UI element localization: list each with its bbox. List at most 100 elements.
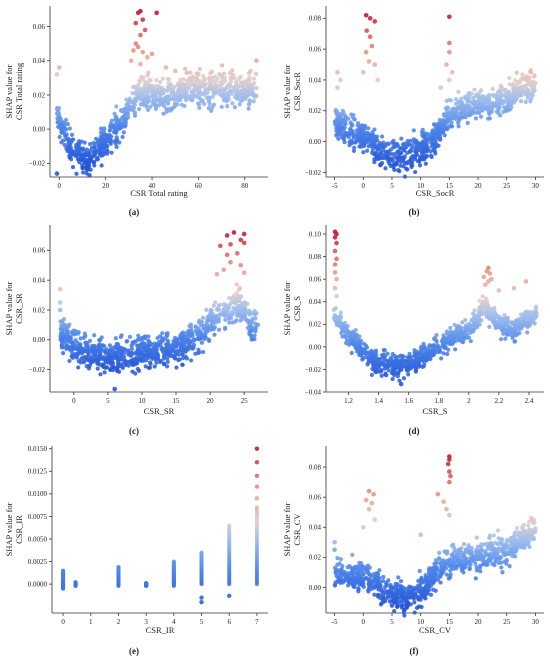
y-axis-title-line: SHAP value for: [4, 502, 14, 556]
data-point: [228, 242, 233, 247]
data-point: [357, 560, 362, 565]
data-point: [174, 365, 179, 370]
data-point: [386, 368, 391, 373]
data-point: [363, 12, 369, 18]
data-point: [54, 171, 60, 176]
data-point: [491, 92, 496, 98]
data-point: [188, 70, 193, 75]
data-point: [251, 81, 257, 86]
data-point: [507, 89, 512, 94]
data-point: [487, 116, 493, 121]
data-point: [379, 373, 384, 378]
data-point: [376, 592, 381, 597]
data-point: [133, 20, 139, 26]
data-point: [183, 354, 188, 359]
data-point: [348, 120, 353, 125]
x-tick-label: 1.4: [374, 397, 383, 405]
data-point: [210, 94, 215, 99]
data-point: [114, 144, 119, 150]
data-point: [54, 72, 60, 77]
data-point: [172, 84, 177, 89]
data-point: [196, 347, 201, 352]
data-point: [146, 334, 151, 339]
y-axis-title: SHAP value forCSR_SR: [4, 281, 24, 335]
data-point: [365, 130, 370, 135]
data-point: [349, 350, 354, 356]
data-point: [161, 111, 166, 116]
data-point: [390, 156, 395, 161]
data-point: [146, 338, 151, 344]
x-tick-label: 20: [207, 397, 215, 405]
data-point: [87, 172, 92, 178]
data-point: [192, 82, 197, 87]
data-point: [171, 559, 176, 564]
data-point: [172, 101, 177, 106]
data-point: [87, 338, 93, 343]
data-point: [74, 171, 79, 176]
data-point: [247, 75, 252, 80]
y-tick-label: −0.04: [305, 388, 322, 396]
data-point: [188, 322, 194, 327]
data-point: [335, 69, 340, 75]
x-tick-label: 1.6: [404, 397, 413, 405]
panel-label: (f): [410, 646, 419, 656]
data-point: [97, 342, 102, 347]
data-point: [73, 580, 78, 585]
data-point: [445, 109, 450, 114]
scatter-points: [54, 8, 259, 178]
data-point: [223, 325, 228, 330]
data-point: [57, 300, 63, 305]
data-point: [392, 609, 397, 614]
data-point: [254, 496, 260, 501]
data-point: [398, 579, 404, 584]
data-point: [84, 147, 89, 152]
data-point: [234, 291, 239, 296]
data-point: [66, 136, 71, 141]
data-point: [76, 365, 81, 370]
y-tick-label: 0.0075: [28, 513, 48, 521]
data-point: [447, 97, 452, 102]
data-point: [367, 16, 373, 21]
data-point: [142, 27, 148, 33]
data-point: [82, 355, 88, 360]
data-point: [448, 572, 453, 577]
y-axis-title-line: SHAP value for: [4, 281, 14, 335]
data-point: [92, 343, 97, 349]
data-point: [453, 97, 459, 102]
data-point: [425, 153, 430, 159]
data-point: [448, 325, 453, 331]
data-point: [381, 347, 386, 353]
y-tick-label: −0.02: [29, 160, 46, 168]
data-point: [503, 87, 508, 92]
y-tick-label: 0.08: [309, 253, 322, 261]
y-tick-label: 0.06: [33, 23, 46, 31]
data-point: [57, 307, 63, 313]
data-point: [222, 76, 227, 81]
data-point: [227, 523, 232, 528]
data-point: [70, 164, 76, 170]
data-point: [332, 262, 338, 267]
data-point: [186, 328, 191, 333]
data-point: [534, 310, 539, 316]
data-point: [361, 341, 367, 346]
y-axis-title-line: CSR_SocR: [292, 72, 302, 111]
data-point: [332, 313, 338, 318]
data-point: [429, 153, 434, 158]
data-point: [84, 363, 89, 369]
data-point: [444, 62, 449, 67]
data-point: [158, 80, 163, 85]
data-point: [464, 103, 469, 108]
data-point: [372, 127, 377, 132]
data-point: [378, 162, 383, 167]
data-point: [369, 348, 374, 353]
data-point: [423, 161, 428, 166]
data-point: [147, 360, 153, 365]
scatter-points: [332, 454, 538, 618]
data-point: [112, 345, 117, 350]
y-axis-title: SHAP value forCSR_S: [282, 281, 302, 335]
x-tick-label: 5: [390, 618, 394, 626]
data-point: [133, 41, 139, 46]
data-point: [381, 352, 386, 357]
data-point: [449, 69, 455, 75]
